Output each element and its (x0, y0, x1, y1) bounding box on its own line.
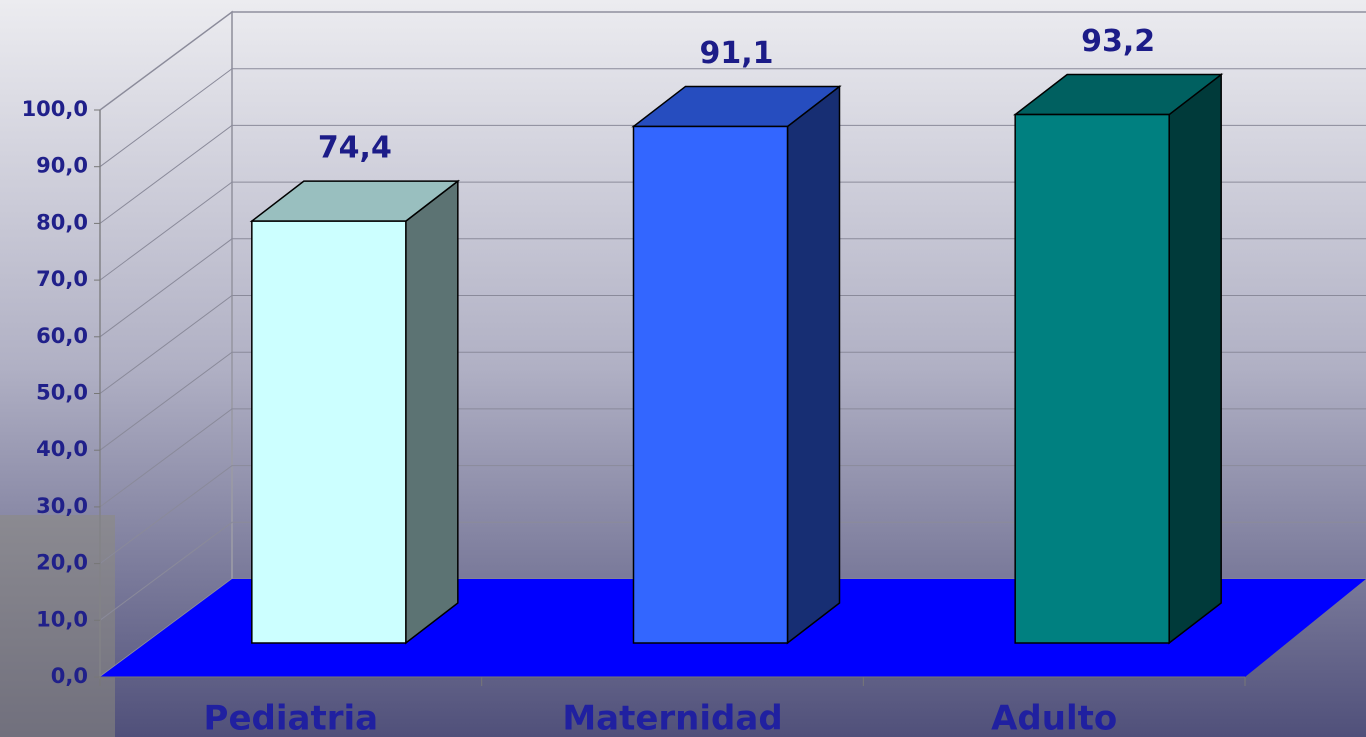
photo (0, 515, 115, 737)
grid-line (99, 181, 1366, 281)
y-tick-label: 80,0 (36, 210, 88, 234)
grid-line (99, 408, 1366, 508)
plot: 0,0 10,0 20,0 30,0 40,0 50,0 60,0 70,0 80,0 90,0 1… (22, 10, 1366, 737)
bar-side (786, 84, 841, 645)
grid-line (99, 295, 1366, 394)
y-tick-label: 50,0 (36, 381, 88, 405)
y-tick-label: 70,0 (36, 267, 88, 291)
grid-line (99, 68, 1366, 168)
grid-line (99, 238, 1366, 338)
y-tick-label: 90,0 (36, 154, 88, 178)
value-label: 74,4 (318, 131, 392, 166)
grid-line (99, 124, 1366, 224)
bar (251, 220, 407, 644)
y-tick-label: 60,0 (36, 324, 88, 348)
grid-line (99, 11, 1366, 111)
y-tick-label: 40,0 (36, 437, 88, 461)
grid-line (99, 465, 1366, 565)
y-tick-label: 0,0 (51, 664, 88, 688)
y-tick-label: 20,0 (36, 551, 88, 575)
x-tick-label: Maternidad (562, 699, 782, 737)
bar-side (405, 179, 459, 645)
x-tick-label: Adulto (991, 699, 1117, 737)
grid-line (99, 351, 1366, 451)
grid-line (99, 521, 1366, 621)
y-tick-label: 100,0 (22, 97, 88, 121)
bar (1014, 113, 1170, 644)
value-label: 93,2 (1081, 24, 1155, 59)
bar (632, 125, 789, 644)
value-label: 91,1 (699, 36, 773, 71)
y-tick-label: 10,0 (36, 607, 88, 631)
y-tick-label: 30,0 (36, 494, 88, 518)
bar-side (1168, 73, 1222, 645)
x-tick-label: Pediatria (204, 699, 379, 737)
